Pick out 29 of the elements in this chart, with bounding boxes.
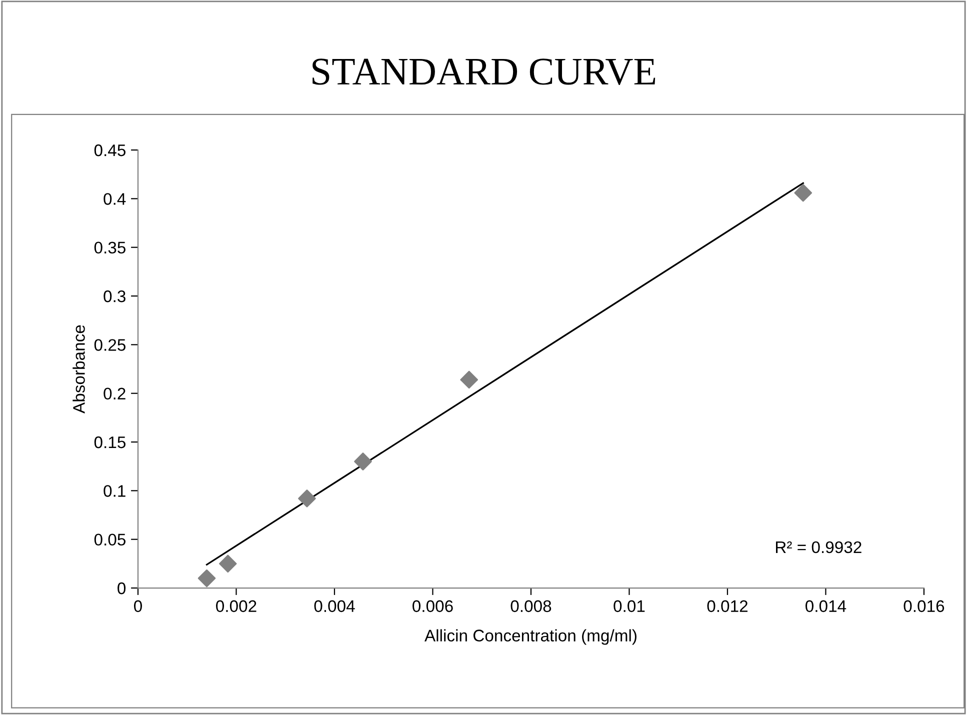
x-axis-title: Allicin Concentration (mg/ml)	[424, 629, 636, 645]
point	[354, 452, 372, 470]
y-tick-label: 0	[118, 582, 126, 594]
x-tick-label: 0.016	[904, 600, 944, 612]
y-axis-title: Absorbance	[72, 325, 85, 414]
chart-title: STANDARD CURVE	[312, 58, 656, 86]
y-tick-label: 0.25	[94, 339, 126, 351]
y-tick-label: 0.15	[94, 436, 126, 448]
x-tick-label: 0	[134, 600, 142, 612]
x-tick-label: 0.002	[216, 600, 256, 612]
x-tick-label: 0.004	[314, 600, 355, 612]
y-tick-label: 0.35	[94, 242, 126, 254]
y-tick-label: 0.05	[94, 534, 126, 546]
x-tick-label: 0.006	[412, 600, 453, 612]
y-tick-label: 0.1	[104, 485, 126, 497]
point	[298, 490, 316, 508]
x-tick-label: 0.01	[614, 600, 645, 612]
point	[198, 569, 216, 588]
x-tick-label: 0.014	[806, 600, 846, 612]
x-tick-label: 0.008	[510, 600, 552, 612]
annotation: R² = 0.9932	[776, 541, 862, 554]
point	[794, 184, 812, 202]
y-tick-label: 0.45	[94, 144, 126, 156]
x-tick-label: 0.012	[707, 600, 748, 612]
y-tick-label: 0.3	[104, 290, 126, 302]
y-tick-label: 0.2	[104, 388, 126, 400]
y-tick-label: 0.4	[104, 193, 126, 205]
point	[460, 370, 478, 389]
point	[218, 554, 237, 573]
